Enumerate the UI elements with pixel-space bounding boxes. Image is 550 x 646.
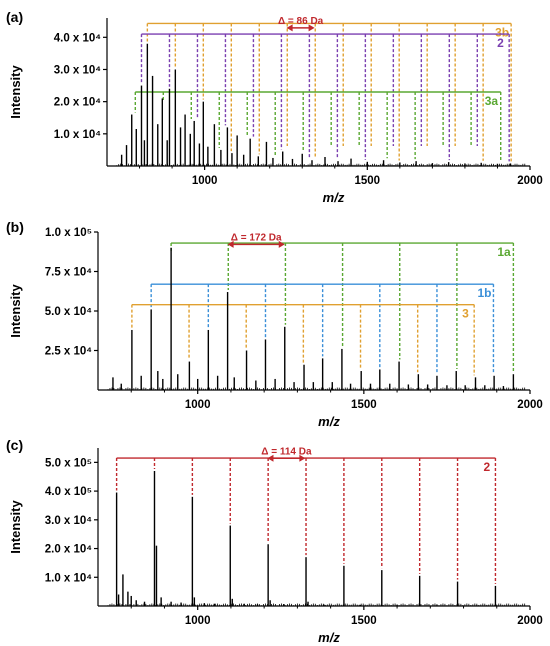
x-tick-label: 2000 — [517, 175, 543, 187]
delta-annotation: Δ = 172 Da — [227, 232, 285, 248]
y-axis-title: Intensity — [8, 284, 23, 338]
delta-arrow-left-head — [267, 454, 274, 462]
y-tick-label: 1.0 x 10⁴ — [54, 129, 102, 141]
peaks — [107, 247, 526, 390]
ladder-3: 3 — [131, 303, 475, 376]
panel-label: (b) — [6, 219, 24, 235]
ladder-3b: 3b — [146, 22, 512, 162]
delta-annotation: Δ = 86 Da — [278, 16, 324, 32]
panel-3: (c) 2 Δ = 114 Da 1.0 x 10⁴ 2.0 x 10⁴ 3.0 x 10… — [6, 437, 543, 645]
series-label-1a: 1a — [497, 245, 511, 259]
x-axis-title: m/z — [318, 414, 340, 429]
y-tick-label: 1.0 x 10⁴ — [45, 572, 93, 584]
x-tick-label: 1000 — [185, 399, 211, 411]
y-tick-label: 4.0 x 10⁵ — [45, 486, 92, 498]
y-tick-label: 5.0 x 10⁵ — [45, 457, 92, 469]
x-tick-label: 1500 — [355, 175, 381, 187]
series-label-1b: 1b — [477, 286, 491, 300]
y-tick-label: 2.0 x 10⁴ — [54, 97, 102, 109]
y-tick-label: 1.0 x 10⁵ — [45, 227, 92, 239]
series-label-3: 3 — [462, 307, 469, 321]
x-tick-label: 1000 — [185, 615, 211, 627]
x-axis-title: m/z — [318, 630, 340, 645]
y-tick-label: 2.5 x 10⁴ — [45, 346, 93, 358]
panel-label: (a) — [6, 9, 23, 25]
x-tick-label: 1500 — [351, 615, 377, 627]
x-axis-title: m/z — [323, 190, 345, 205]
peaks — [116, 43, 526, 166]
delta-label: Δ = 172 Da — [231, 232, 282, 243]
ladder-3a: 3a — [134, 91, 502, 162]
series-label-2: 2 — [483, 460, 490, 474]
ladder-2: 2 — [140, 33, 510, 162]
delta-arrow-right-head — [299, 454, 306, 462]
series-label-3a: 3a — [485, 94, 499, 108]
ladder-1b: 1b — [150, 283, 495, 374]
series-label-3b: 3b — [495, 25, 509, 39]
delta-arrow-left-head — [286, 24, 293, 32]
x-tick-label: 2000 — [517, 615, 543, 627]
y-tick-label: 3.0 x 10⁴ — [45, 515, 93, 527]
y-axis-title: Intensity — [8, 500, 23, 554]
delta-arrow-left-head — [227, 240, 234, 248]
y-tick-label: 3.0 x 10⁴ — [54, 64, 102, 76]
x-tick-label: 1500 — [351, 399, 377, 411]
y-tick-label: 2.0 x 10⁴ — [45, 544, 93, 556]
delta-arrow-right-head — [278, 240, 285, 248]
x-tick-label: 2000 — [517, 399, 543, 411]
y-axis-title: Intensity — [8, 65, 23, 119]
panel-label: (c) — [6, 437, 23, 453]
panel-1: (a) 3b2 3a Δ = 86 Da 1.0 x 10⁴ 2.0 x 10⁴ 3.0 x… — [6, 9, 543, 205]
delta-label: Δ = 86 Da — [278, 16, 324, 27]
y-tick-label: 5.0 x 10⁴ — [45, 306, 93, 318]
y-tick-label: 7.5 x 10⁴ — [45, 267, 93, 279]
x-tick-label: 1000 — [192, 175, 218, 187]
series-label-2: 2 — [497, 36, 504, 50]
delta-annotation: Δ = 114 Da — [261, 446, 312, 462]
delta-label: Δ = 114 Da — [261, 446, 312, 457]
y-tick-label: 4.0 x 10⁴ — [54, 32, 102, 44]
delta-arrow-right-head — [308, 24, 315, 32]
panel-2: (b) 1a 1b 3 Δ = 172 Da 2.5 x 10⁴ 5.0 x 10⁴ 7.5 … — [6, 219, 543, 429]
peaks — [107, 470, 526, 606]
ladder-2: 2 — [115, 457, 497, 584]
